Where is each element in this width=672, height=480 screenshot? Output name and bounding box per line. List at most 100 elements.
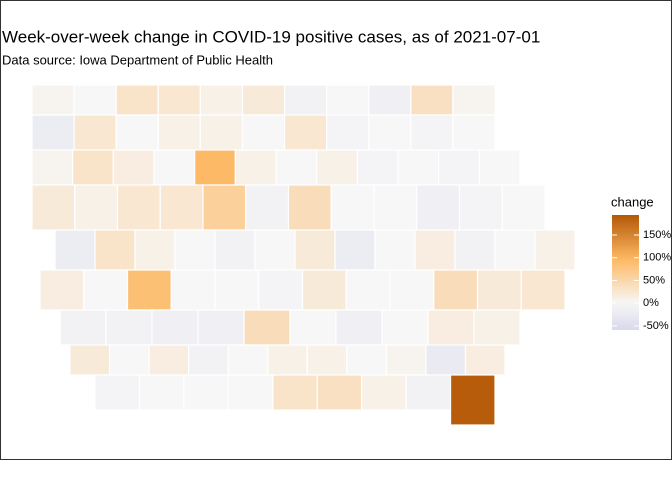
county <box>294 229 336 271</box>
county <box>126 269 172 311</box>
county <box>245 184 290 231</box>
county <box>73 114 117 151</box>
county <box>381 309 429 346</box>
county <box>116 184 161 231</box>
county <box>174 229 216 271</box>
county <box>289 309 337 346</box>
county <box>115 114 159 151</box>
county <box>361 374 407 411</box>
county <box>31 149 74 186</box>
county <box>72 149 114 186</box>
county <box>227 344 269 376</box>
county <box>31 184 76 231</box>
county <box>74 184 119 231</box>
county <box>283 114 328 151</box>
county <box>476 269 522 311</box>
county <box>326 114 370 151</box>
legend-label: 0% <box>643 297 659 309</box>
county <box>473 309 521 346</box>
county <box>31 84 75 116</box>
county <box>197 309 245 346</box>
county <box>214 269 260 311</box>
county <box>534 229 576 271</box>
county <box>368 114 412 151</box>
county <box>267 344 308 376</box>
county <box>159 184 204 231</box>
county <box>112 149 155 186</box>
county <box>199 114 244 151</box>
county <box>170 269 216 311</box>
legend-label: 50% <box>643 274 665 286</box>
county <box>138 374 185 411</box>
county <box>188 344 229 376</box>
county <box>105 309 153 346</box>
county <box>346 344 387 376</box>
county <box>397 149 440 186</box>
county <box>326 84 370 116</box>
legend-title: change <box>611 194 654 209</box>
county <box>73 84 117 116</box>
county <box>452 84 496 116</box>
county <box>330 184 375 231</box>
county <box>368 84 412 116</box>
county <box>335 309 383 346</box>
county <box>520 269 566 311</box>
county <box>275 149 318 186</box>
county <box>458 184 503 231</box>
county <box>108 344 150 376</box>
colorbar <box>612 215 639 330</box>
county <box>454 229 496 271</box>
county <box>287 184 332 231</box>
county <box>410 114 454 151</box>
county <box>194 149 236 186</box>
county <box>83 269 129 311</box>
county <box>405 374 452 411</box>
county <box>214 229 256 271</box>
county <box>151 309 199 346</box>
county <box>241 84 286 116</box>
chart-title: Week-over-week change in COVID-19 positi… <box>2 27 540 46</box>
county <box>433 269 479 311</box>
county <box>414 229 456 271</box>
county <box>316 149 358 186</box>
county <box>153 149 196 186</box>
county <box>54 229 96 271</box>
county <box>94 374 141 411</box>
county <box>464 344 506 376</box>
county <box>199 84 244 116</box>
county <box>234 149 277 186</box>
county <box>94 229 136 271</box>
county <box>478 149 521 186</box>
county <box>69 344 111 376</box>
county <box>452 114 496 151</box>
county <box>272 374 318 411</box>
county <box>283 84 328 116</box>
legend-label: 100% <box>643 252 671 264</box>
county <box>373 184 418 231</box>
county <box>243 309 291 346</box>
county <box>306 344 348 376</box>
county <box>345 269 391 311</box>
county <box>501 184 546 231</box>
county <box>356 149 399 186</box>
county <box>202 184 247 231</box>
county <box>385 344 427 376</box>
county <box>334 229 376 271</box>
county <box>157 84 201 116</box>
legend-label: 150% <box>643 229 671 241</box>
county <box>241 114 286 151</box>
chart-subtitle: Data source: Iowa Department of Public H… <box>2 52 273 67</box>
county <box>438 149 480 186</box>
county <box>425 344 467 376</box>
county <box>258 269 304 311</box>
county <box>39 269 85 311</box>
county <box>157 114 201 151</box>
county <box>416 184 461 231</box>
county <box>449 374 496 426</box>
county <box>427 309 475 346</box>
county <box>494 229 536 271</box>
legend-label: -50% <box>643 320 669 332</box>
county <box>374 229 416 271</box>
county <box>59 309 107 346</box>
county <box>31 114 75 151</box>
